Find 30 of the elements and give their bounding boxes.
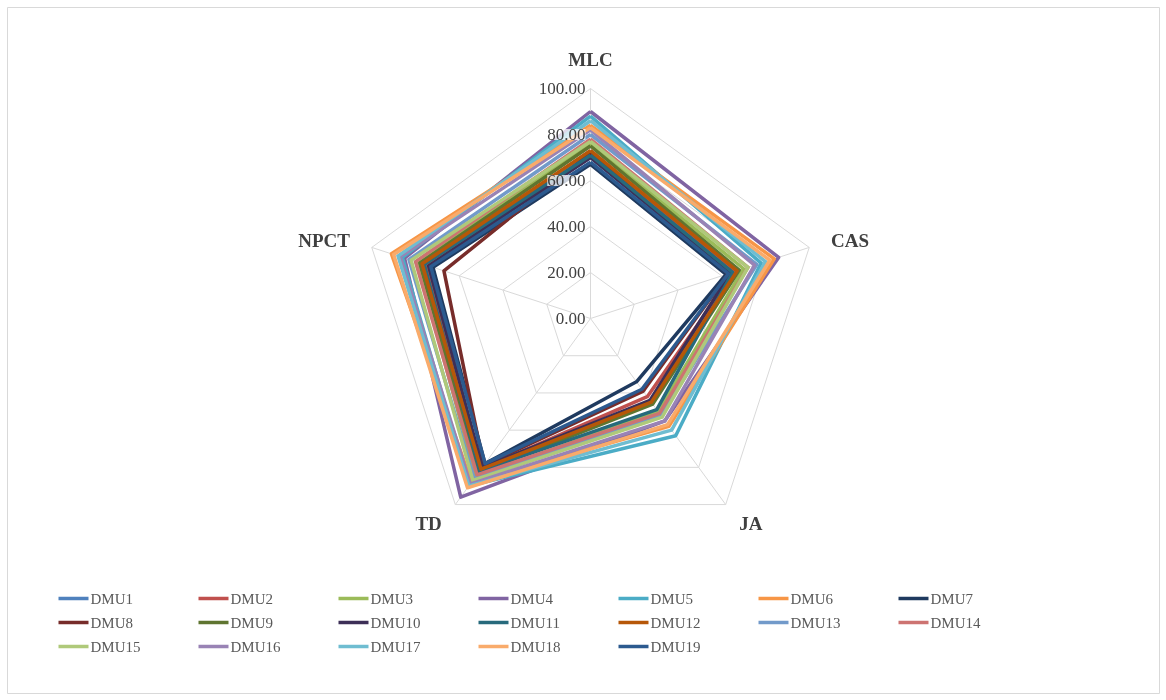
legend-label: DMU18 xyxy=(510,638,561,655)
legend-label: DMU6 xyxy=(790,590,834,607)
legend-label: DMU15 xyxy=(90,638,141,655)
spoke-label: TD xyxy=(415,512,442,534)
legend-label: DMU13 xyxy=(790,614,841,631)
y-tick-label: 60.00 xyxy=(547,171,586,190)
y-tick-label: 0.00 xyxy=(555,309,586,328)
legend-label: DMU4 xyxy=(510,590,554,607)
y-tick-label: 80.00 xyxy=(547,125,586,144)
spoke-label: MLC xyxy=(568,49,613,70)
spoke-label: CAS xyxy=(831,229,870,251)
spoke-label: JA xyxy=(739,512,763,534)
legend-label: DMU12 xyxy=(650,614,701,631)
y-tick-label: 20.00 xyxy=(547,263,586,282)
legend-label: DMU16 xyxy=(230,638,281,655)
legend-label: DMU8 xyxy=(90,614,134,631)
legend-label: DMU14 xyxy=(930,614,981,631)
y-tick-label: 40.00 xyxy=(547,217,586,236)
legend-label: DMU2 xyxy=(230,590,274,607)
spoke-label: NPCT xyxy=(298,229,351,251)
legend-label: DMU5 xyxy=(650,590,694,607)
y-tick-label: 100.00 xyxy=(538,79,586,98)
legend-label: DMU9 xyxy=(230,614,274,631)
legend-label: DMU19 xyxy=(650,638,701,655)
legend-label: DMU7 xyxy=(930,590,974,607)
legend-label: DMU1 xyxy=(90,590,134,607)
legend-label: DMU11 xyxy=(510,614,560,631)
legend-label: DMU17 xyxy=(370,638,421,655)
legend-label: DMU10 xyxy=(370,614,421,631)
legend-label: DMU3 xyxy=(370,590,414,607)
